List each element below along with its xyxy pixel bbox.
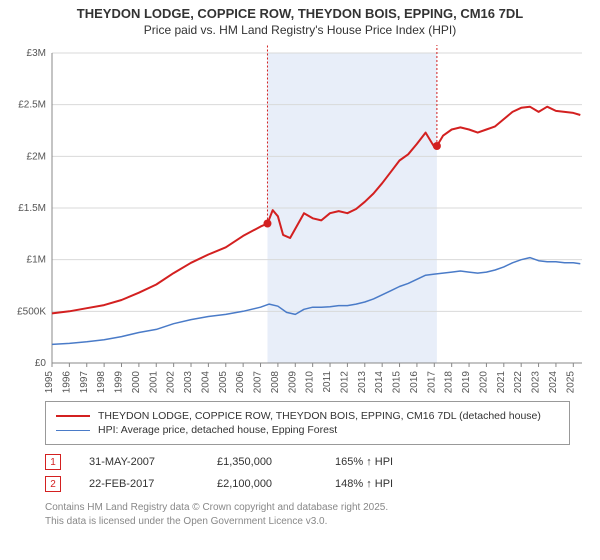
svg-text:2003: 2003 <box>183 371 194 394</box>
svg-text:2006: 2006 <box>235 371 246 394</box>
transaction-price: £2,100,000 <box>217 478 307 490</box>
svg-text:2024: 2024 <box>548 371 559 394</box>
chart-container: £0 £500K £1M £1.5M £2M £2.5M £3M 1995 1996 1997 19… <box>10 45 590 395</box>
svg-text:1999: 1999 <box>114 371 125 394</box>
svg-text:2007: 2007 <box>253 371 264 394</box>
svg-text:2011: 2011 <box>322 371 333 393</box>
chart-title-sub: Price paid vs. HM Land Registry's House … <box>10 23 590 37</box>
transaction-price: £1,350,000 <box>217 456 307 468</box>
svg-text:1998: 1998 <box>96 371 107 394</box>
svg-text:2009: 2009 <box>287 371 298 394</box>
line-chart-svg: £0 £500K £1M £1.5M £2M £2.5M £3M 1995 1996 1997 19… <box>10 45 590 395</box>
svg-text:2018: 2018 <box>444 371 455 394</box>
svg-text:2013: 2013 <box>357 371 368 394</box>
chart-title-main: THEYDON LODGE, COPPICE ROW, THEYDON BOIS… <box>10 6 590 21</box>
legend-swatch <box>56 430 90 431</box>
svg-text:2017: 2017 <box>426 371 437 394</box>
svg-text:2015: 2015 <box>392 371 403 394</box>
svg-text:2000: 2000 <box>131 371 142 394</box>
legend-label: HPI: Average price, detached house, Eppi… <box>98 424 337 436</box>
svg-text:2008: 2008 <box>270 371 281 394</box>
svg-text:2004: 2004 <box>200 371 211 394</box>
svg-text:2023: 2023 <box>531 371 542 394</box>
legend-row: HPI: Average price, detached house, Eppi… <box>56 424 559 436</box>
svg-text:2016: 2016 <box>409 371 420 394</box>
svg-text:£1.5M: £1.5M <box>18 203 46 214</box>
svg-text:1995: 1995 <box>44 371 55 394</box>
legend-label: THEYDON LODGE, COPPICE ROW, THEYDON BOIS… <box>98 410 541 422</box>
transaction-marker: 1 <box>45 454 61 470</box>
transaction-row: 1 31-MAY-2007 £1,350,000 165% ↑ HPI <box>45 451 570 473</box>
transaction-table: 1 31-MAY-2007 £1,350,000 165% ↑ HPI 2 22-FEB-… <box>45 451 570 495</box>
transaction-date: 22-FEB-2017 <box>89 478 189 490</box>
svg-text:2001: 2001 <box>148 371 159 394</box>
svg-text:1996: 1996 <box>61 371 72 394</box>
transaction-change: 165% ↑ HPI <box>335 456 425 468</box>
svg-text:£0: £0 <box>35 358 47 369</box>
svg-text:1997: 1997 <box>79 371 90 394</box>
footer-line-1: Contains HM Land Registry data © Crown c… <box>45 501 570 515</box>
footer-attribution: Contains HM Land Registry data © Crown c… <box>45 501 570 528</box>
chart-title-block: THEYDON LODGE, COPPICE ROW, THEYDON BOIS… <box>0 0 600 41</box>
transaction-marker: 2 <box>45 476 61 492</box>
legend-box: THEYDON LODGE, COPPICE ROW, THEYDON BOIS… <box>45 401 570 445</box>
svg-text:2005: 2005 <box>218 371 229 394</box>
svg-text:2010: 2010 <box>305 371 316 394</box>
svg-text:2021: 2021 <box>496 371 507 394</box>
svg-text:£1M: £1M <box>27 255 46 266</box>
transaction-date: 31-MAY-2007 <box>89 456 189 468</box>
legend-swatch <box>56 415 90 417</box>
legend-row: THEYDON LODGE, COPPICE ROW, THEYDON BOIS… <box>56 410 559 422</box>
svg-text:2019: 2019 <box>461 371 472 394</box>
footer-line-2: This data is licensed under the Open Gov… <box>45 515 570 529</box>
svg-text:£2.5M: £2.5M <box>18 100 46 111</box>
svg-text:2002: 2002 <box>166 371 177 394</box>
transaction-row: 2 22-FEB-2017 £2,100,000 148% ↑ HPI <box>45 473 570 495</box>
svg-text:2025: 2025 <box>565 371 576 394</box>
svg-text:2020: 2020 <box>478 371 489 394</box>
svg-text:£3M: £3M <box>27 48 46 59</box>
svg-text:£500K: £500K <box>17 306 46 317</box>
svg-text:2022: 2022 <box>513 371 524 394</box>
svg-text:2012: 2012 <box>339 371 350 394</box>
svg-text:£2M: £2M <box>27 151 46 162</box>
transaction-change: 148% ↑ HPI <box>335 478 425 490</box>
svg-text:2014: 2014 <box>374 371 385 394</box>
